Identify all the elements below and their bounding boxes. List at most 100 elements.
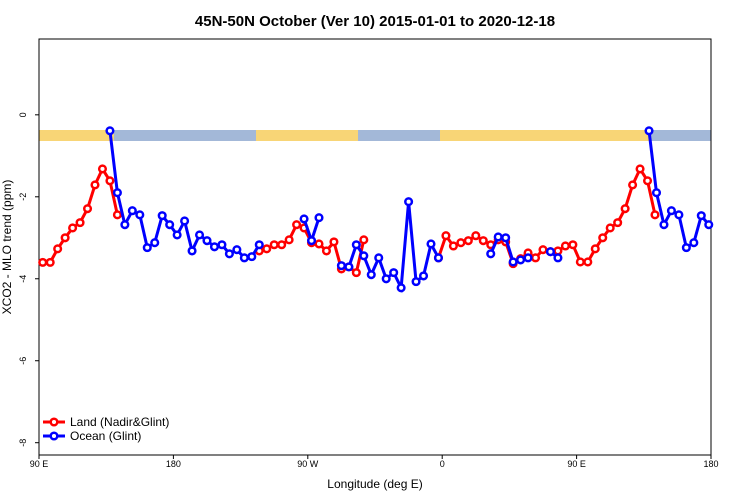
y-tick-label: -4 xyxy=(18,275,28,283)
data-point xyxy=(396,283,406,293)
data-point xyxy=(674,210,684,220)
data-point xyxy=(418,271,429,281)
legend-label: Ocean (Glint) xyxy=(70,429,141,443)
data-point xyxy=(644,126,654,136)
series xyxy=(105,126,714,294)
data-point xyxy=(590,244,600,254)
data-point xyxy=(613,218,623,228)
data-point xyxy=(82,204,93,214)
data-point xyxy=(105,126,115,136)
data-point xyxy=(321,246,332,256)
x-tick-label: 180 xyxy=(166,459,181,469)
data-point xyxy=(666,206,676,216)
data-point xyxy=(501,233,511,243)
data-point xyxy=(224,249,234,259)
data-point xyxy=(60,233,70,243)
data-point xyxy=(112,210,122,220)
x-tick-label: 90 E xyxy=(30,459,49,469)
y-tick-label: 0 xyxy=(18,112,28,117)
data-point xyxy=(575,257,585,267)
data-point xyxy=(560,241,570,251)
data-point xyxy=(381,274,391,284)
data-point xyxy=(194,230,205,240)
x-tick-label: 0 xyxy=(440,459,445,469)
data-point xyxy=(38,257,48,267)
data-point xyxy=(689,238,699,248)
data-point xyxy=(404,197,414,207)
data-point xyxy=(448,241,458,251)
data-point xyxy=(68,223,78,233)
plot-frame xyxy=(38,38,712,456)
data-point xyxy=(157,211,167,221)
data-point xyxy=(247,252,257,262)
legend-marker xyxy=(49,417,59,427)
data-point xyxy=(45,257,55,267)
x-tick-label: 90 E xyxy=(567,459,586,469)
data-point xyxy=(456,238,466,248)
x-axis-label: Longitude (deg E) xyxy=(327,477,422,491)
land-ocean-strip xyxy=(39,130,711,141)
data-point xyxy=(53,244,63,254)
data-point xyxy=(374,253,384,263)
data-point xyxy=(696,211,706,221)
data-point xyxy=(262,244,272,254)
data-point xyxy=(254,240,264,250)
y-axis-label: XCO2 - MLO trend (ppm) xyxy=(0,180,14,315)
data-point xyxy=(277,240,287,250)
y-tick-label: -8 xyxy=(18,439,28,447)
data-point xyxy=(620,204,630,214)
data-point xyxy=(329,237,339,247)
data-point xyxy=(239,253,249,263)
data-point xyxy=(306,236,317,246)
data-point xyxy=(681,243,691,253)
data-point xyxy=(366,270,376,280)
data-point xyxy=(583,257,593,267)
data-point xyxy=(112,188,122,198)
data-point xyxy=(659,220,669,230)
data-point xyxy=(471,231,481,241)
data-point xyxy=(508,257,518,267)
data-point xyxy=(426,239,436,249)
data-point xyxy=(538,245,548,255)
data-point xyxy=(202,236,212,246)
data-point xyxy=(351,240,361,250)
data-point xyxy=(105,176,115,186)
data-point xyxy=(651,188,662,198)
data-point xyxy=(553,246,563,256)
data-point xyxy=(344,262,354,272)
data-point xyxy=(180,216,190,226)
data-point xyxy=(314,239,324,249)
data-point xyxy=(292,220,302,230)
data-point xyxy=(217,240,227,250)
data-point xyxy=(389,268,399,278)
data-point xyxy=(127,206,137,216)
data-point xyxy=(516,255,526,265)
data-point xyxy=(598,233,608,243)
data-point xyxy=(232,245,242,255)
data-point xyxy=(704,220,714,230)
data-point xyxy=(165,220,175,230)
data-point xyxy=(605,223,615,233)
data-point xyxy=(530,253,541,263)
x-tick-label: 90 W xyxy=(297,459,319,469)
data-point xyxy=(299,214,309,224)
data-point xyxy=(441,231,451,241)
legend-label: Land (Nadir&Glint) xyxy=(70,415,169,429)
data-point xyxy=(209,242,220,252)
data-point xyxy=(650,210,660,220)
data-point xyxy=(478,236,488,246)
legend-marker xyxy=(49,431,59,441)
data-point xyxy=(150,238,160,248)
data-point xyxy=(142,243,152,253)
x-tick-label: 180 xyxy=(703,459,718,469)
series-line xyxy=(108,130,261,260)
data-point xyxy=(545,247,556,257)
data-point xyxy=(97,164,108,174)
y-tick-label: -2 xyxy=(18,193,28,201)
data-point xyxy=(359,235,369,245)
data-point xyxy=(411,277,421,287)
data-point xyxy=(187,246,197,256)
data-point xyxy=(493,232,503,242)
data-point xyxy=(90,180,100,190)
data-point xyxy=(433,253,444,263)
